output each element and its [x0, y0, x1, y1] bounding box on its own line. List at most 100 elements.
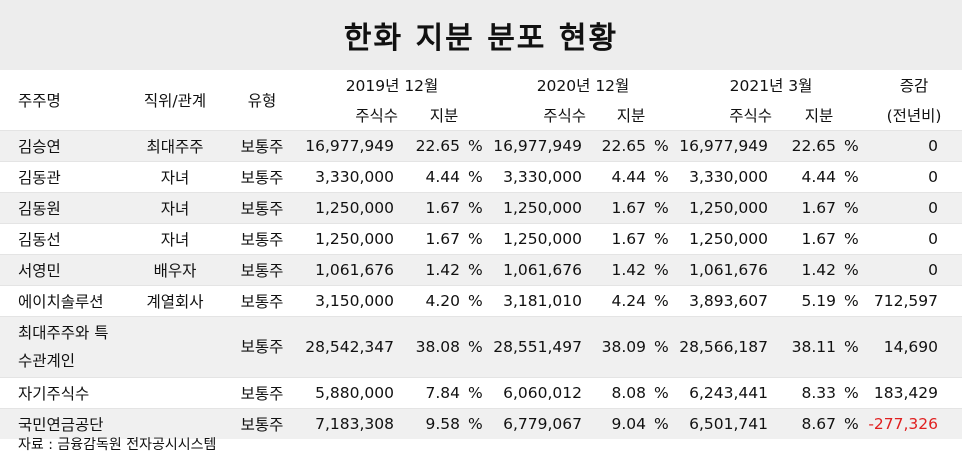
cell-percent-sign: % [466, 161, 490, 193]
header-type: 유형 [247, 92, 277, 110]
cell-stake-2019: 7.84 [398, 377, 466, 409]
cell-shares-2021: 3,330,000 [676, 161, 772, 193]
cell-holder: 김동원 [0, 192, 120, 224]
cell-shares-2020: 28,551,497 [490, 316, 586, 378]
cell-stake-2019: 1.42 [398, 254, 466, 286]
table-row: 서영민 배우자 보통주 1,061,676 1.42 % 1,061,676 1… [0, 254, 962, 286]
cell-shares-2019: 7,183,308 [294, 408, 398, 439]
cell-stake-2019: 4.20 [398, 285, 466, 317]
cell-shares-2020: 1,250,000 [490, 192, 586, 224]
cell-type: 보통주 [230, 130, 294, 162]
cell-percent-sign: % [466, 223, 490, 255]
cell-percent-sign: % [466, 377, 490, 409]
cell-change: 0 [866, 192, 962, 224]
cell-percent-sign: % [466, 192, 490, 224]
cell-stake-2021: 1.67 [772, 192, 842, 224]
cell-stake-2019: 9.58 [398, 408, 466, 439]
cell-shares-2021: 6,243,441 [676, 377, 772, 409]
cell-relation: 자녀 [120, 161, 230, 193]
cell-stake-2021: 4.44 [772, 161, 842, 193]
cell-percent-sign: % [842, 192, 867, 224]
header-period-2021: 2021년 3월 [729, 77, 813, 95]
cell-shares-2021: 1,061,676 [676, 254, 772, 286]
cell-relation [120, 316, 230, 378]
cell-holder: 김동관 [0, 161, 120, 193]
header-change: 증감 [899, 77, 929, 95]
table-row: 김동원 자녀 보통주 1,250,000 1.67 % 1,250,000 1.… [0, 192, 962, 224]
cell-stake-2019: 38.08 [398, 316, 466, 378]
cell-stake-2020: 1.67 [586, 192, 652, 224]
cell-stake-2021: 38.11 [772, 316, 842, 378]
cell-shares-2021: 28,566,187 [676, 316, 772, 378]
header-stake-2019: 지분 [429, 107, 459, 125]
table-row: 김승연 최대주주 보통주 16,977,949 22.65 % 16,977,9… [0, 130, 962, 162]
cell-percent-sign: % [842, 254, 867, 286]
cell-holder: 국민연금공단 [0, 408, 120, 439]
header-relation: 직위/관계 [143, 92, 207, 110]
cell-shares-2019: 1,061,676 [294, 254, 398, 286]
header-holder: 주주명 [18, 92, 61, 110]
cell-percent-sign: % [842, 130, 867, 162]
cell-percent-sign: % [652, 377, 676, 409]
cell-stake-2020: 4.44 [586, 161, 652, 193]
cell-shares-2020: 6,060,012 [490, 377, 586, 409]
cell-type: 보통주 [230, 161, 294, 193]
cell-percent-sign: % [466, 316, 490, 378]
cell-shares-2019: 5,880,000 [294, 377, 398, 409]
table-row: 국민연금공단 보통주 7,183,308 9.58 % 6,779,067 9.… [0, 408, 962, 439]
header-period-2019: 2019년 12월 [345, 77, 439, 95]
cell-shares-2019: 28,542,347 [294, 316, 398, 378]
cell-type: 보통주 [230, 192, 294, 224]
cell-stake-2021: 5.19 [772, 285, 842, 317]
cell-percent-sign: % [466, 130, 490, 162]
cell-stake-2019: 1.67 [398, 192, 466, 224]
cell-relation: 배우자 [120, 254, 230, 286]
cell-type: 보통주 [230, 408, 294, 439]
cell-percent-sign: % [842, 408, 867, 439]
cell-percent-sign: % [652, 285, 676, 317]
cell-shares-2019: 3,150,000 [294, 285, 398, 317]
cell-holder: 최대주주와 특수관계인 [0, 316, 120, 378]
cell-shares-2020: 3,181,010 [490, 285, 586, 317]
cell-holder: 서영민 [0, 254, 120, 286]
cell-percent-sign: % [466, 285, 490, 317]
cell-stake-2020: 1.67 [586, 223, 652, 255]
cell-shares-2021: 6,501,741 [676, 408, 772, 439]
header-stake-2021: 지분 [804, 107, 834, 125]
cell-percent-sign: % [652, 130, 676, 162]
cell-change: 712,597 [866, 285, 962, 317]
cell-shares-2021: 1,250,000 [676, 223, 772, 255]
header-change-sub: (전년비) [886, 107, 942, 125]
cell-type: 보통주 [230, 223, 294, 255]
cell-change: 14,690 [866, 316, 962, 378]
cell-percent-sign: % [652, 192, 676, 224]
cell-stake-2019: 22.65 [398, 130, 466, 162]
page-title: 한화 지분 분포 현황 [0, 0, 962, 70]
header-period-2020: 2020년 12월 [536, 77, 630, 95]
cell-shares-2021: 16,977,949 [676, 130, 772, 162]
table-row: 김동선 자녀 보통주 1,250,000 1.67 % 1,250,000 1.… [0, 223, 962, 255]
cell-relation: 계열회사 [120, 285, 230, 317]
cell-percent-sign: % [652, 408, 676, 439]
cell-holder: 자기주식수 [0, 377, 120, 409]
cell-percent-sign: % [842, 377, 867, 409]
cell-shares-2019: 16,977,949 [294, 130, 398, 162]
header-shares-2021: 주식수 [729, 107, 772, 125]
cell-change: 0 [866, 223, 962, 255]
cell-percent-sign: % [842, 285, 867, 317]
cell-percent-sign: % [842, 316, 867, 378]
header-shares-2020: 주식수 [543, 107, 586, 125]
cell-shares-2020: 16,977,949 [490, 130, 586, 162]
cell-percent-sign: % [652, 316, 676, 378]
cell-shares-2020: 1,061,676 [490, 254, 586, 286]
cell-stake-2019: 4.44 [398, 161, 466, 193]
cell-type: 보통주 [230, 285, 294, 317]
cell-percent-sign: % [842, 161, 867, 193]
table-row: 최대주주와 특수관계인 보통주 28,542,347 38.08 % 28,55… [0, 316, 962, 378]
cell-stake-2020: 4.24 [586, 285, 652, 317]
cell-stake-2020: 9.04 [586, 408, 652, 439]
cell-stake-2020: 38.09 [586, 316, 652, 378]
cell-stake-2021: 8.33 [772, 377, 842, 409]
cell-percent-sign: % [466, 408, 490, 439]
cell-change: 0 [866, 130, 962, 162]
